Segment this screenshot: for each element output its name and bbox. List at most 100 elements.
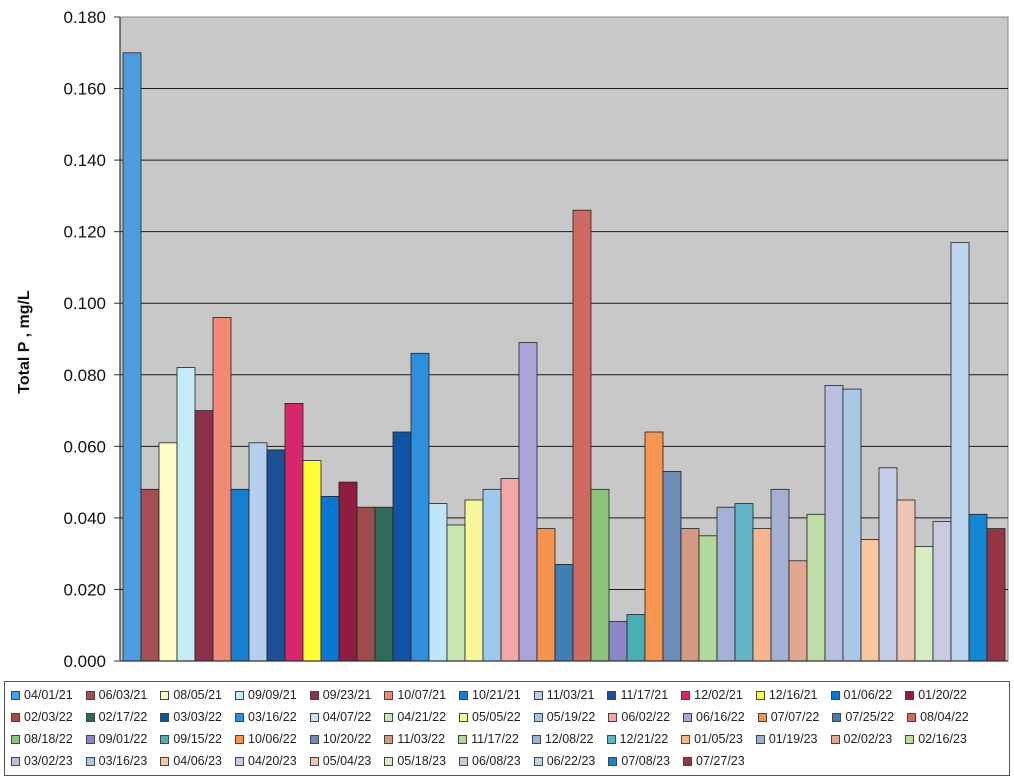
legend-label: 08/05/21 (173, 688, 223, 702)
legend-swatch (458, 734, 468, 744)
bar-12-21-22 (734, 503, 754, 662)
legend-item: 11/17/22 (458, 728, 519, 750)
legend-item: 09/23/21 (309, 684, 371, 706)
legend-item: 04/06/23 (160, 750, 222, 772)
bar-05-04-23 (896, 499, 916, 662)
y-tick-label: 0.180 (63, 8, 106, 27)
bar-03-02-23 (824, 385, 844, 662)
bar-10-20-22 (662, 470, 682, 662)
legend-item: 04/07/22 (309, 706, 372, 728)
legend-item: 03/03/22 (160, 706, 222, 728)
legend-swatch (309, 756, 319, 766)
bar-01-20-22 (338, 481, 358, 662)
bar-06-22-23 (950, 241, 970, 662)
bar-08-05-21 (158, 442, 178, 662)
legend-item: 08/04/22 (907, 706, 969, 728)
y-tick-label: 0.140 (63, 151, 106, 170)
legend-item: 01/05/23 (681, 728, 743, 750)
legend-label: 04/07/22 (322, 710, 372, 724)
legend-item: 05/05/22 (459, 706, 521, 728)
legend-label: 04/01/21 (24, 688, 73, 702)
legend-item: 06/03/21 (85, 684, 147, 706)
legend-item: 03/16/22 (235, 706, 297, 728)
legend-item: 05/04/23 (309, 750, 372, 772)
legend-item: 02/02/23 (830, 728, 892, 750)
bar-12-16-21 (302, 460, 322, 662)
legend-label: 11/17/21 (620, 688, 669, 702)
legend-swatch (384, 690, 394, 700)
legend-swatch (683, 712, 693, 722)
legend-swatch (608, 712, 618, 722)
legend-label: 04/06/23 (173, 754, 223, 768)
bar-09-15-22 (626, 614, 646, 662)
legend-swatch (755, 734, 765, 744)
legend-item: 10/21/21 (459, 684, 521, 706)
legend-label: 06/22/23 (546, 754, 596, 768)
legend-swatch (533, 712, 543, 722)
legend-item: 07/08/23 (608, 750, 670, 772)
bar-11-03-22 (680, 528, 700, 662)
legend-item: 04/20/23 (235, 750, 297, 772)
legend-item: 04/21/22 (384, 706, 446, 728)
legend-label: 03/16/23 (98, 754, 148, 768)
legend-label: 01/20/22 (918, 688, 967, 702)
legend-label: 12/16/21 (768, 688, 818, 702)
legend-item: 10/07/21 (384, 684, 446, 706)
legend-swatch (533, 690, 543, 700)
bar-03-03-22 (392, 431, 412, 662)
bar-06-02-22 (500, 478, 520, 662)
legend-item: 10/06/22 (235, 728, 297, 750)
legend-item: 05/19/22 (533, 706, 596, 728)
legend-swatch (907, 712, 917, 722)
legend-label: 05/19/22 (546, 710, 596, 724)
bar-01-06-22 (320, 495, 340, 662)
legend-item: 01/20/22 (905, 684, 967, 706)
legend-swatch (235, 756, 245, 766)
legend-item: 07/25/22 (832, 706, 894, 728)
legend-item: 02/03/22 (11, 706, 73, 728)
bar-06-08-23 (932, 521, 952, 662)
legend-label: 12/08/22 (544, 732, 594, 746)
legend-label: 09/09/21 (248, 688, 297, 702)
legend-swatch (235, 712, 245, 722)
legend-swatch (606, 734, 616, 744)
legend-swatch (235, 690, 245, 700)
legend-label: 07/08/23 (621, 754, 671, 768)
bar-10-21-21 (230, 488, 250, 662)
legend-swatch (459, 756, 469, 766)
legend-swatch (11, 756, 20, 766)
legend-label: 12/21/22 (619, 732, 669, 746)
bar-01-19-23 (770, 488, 790, 662)
legend-label: 11/17/22 (471, 732, 519, 746)
bar-07-27-23 (986, 528, 1006, 662)
legend-swatch (830, 734, 840, 744)
legend-swatch (384, 712, 394, 722)
bar-06-16-22 (518, 342, 538, 662)
legend-label: 05/18/23 (397, 754, 447, 768)
legend-swatch (608, 756, 618, 766)
bar-04-06-23 (860, 539, 880, 662)
legend-swatch (309, 734, 319, 744)
legend-label: 01/05/23 (694, 732, 743, 746)
legend-swatch (85, 712, 95, 722)
legend-label: 10/20/22 (322, 732, 372, 746)
legend-label: 02/16/23 (918, 732, 967, 746)
bar-12-02-21 (284, 402, 304, 662)
bar-11-17-21 (266, 449, 286, 662)
legend-item: 12/21/22 (606, 728, 669, 750)
legend-swatch (683, 756, 693, 766)
legend-item: 08/18/22 (11, 728, 73, 750)
bar-05-18-23 (914, 546, 934, 662)
legend-label: 02/17/22 (98, 710, 148, 724)
legend-item: 02/16/23 (905, 728, 967, 750)
legend-label: 05/04/23 (322, 754, 372, 768)
legend-swatch (85, 756, 95, 766)
bar-01-05-23 (752, 528, 772, 662)
y-tick-label: 0.020 (63, 580, 106, 599)
legend-label: 04/21/22 (397, 710, 447, 724)
legend-swatch (309, 712, 319, 722)
y-tick-label: 0.060 (63, 437, 106, 456)
bar-07-25-22 (554, 564, 574, 662)
total-p-bar-chart: 0.000 0.020 0.040 0.060 0.080 0.100 0.120 0.140… (16, 8, 1009, 671)
legend-item: 09/01/22 (85, 728, 147, 750)
